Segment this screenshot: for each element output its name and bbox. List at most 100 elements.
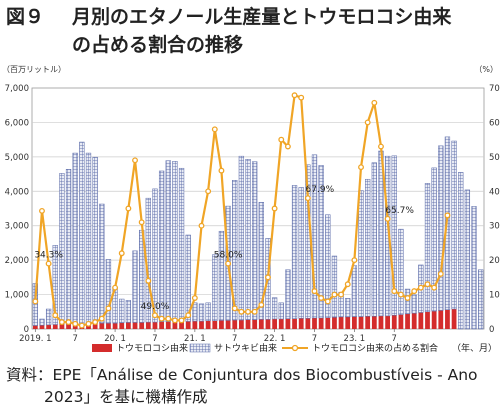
cane-bar xyxy=(185,234,191,322)
corn-bar xyxy=(292,318,297,329)
cane-bar xyxy=(478,269,484,330)
cane-bar xyxy=(218,230,225,321)
combo-chart: 34.3% 49.0% 58.0% 67.9% 65.7% 0 1,000 2,000 3,0… xyxy=(2,65,500,354)
share-point xyxy=(338,291,345,298)
corn-bar xyxy=(451,309,457,329)
share-point xyxy=(258,301,265,308)
share-point xyxy=(291,92,298,99)
left-tick-label: 5,000 xyxy=(5,153,29,163)
cane-bar xyxy=(404,288,411,315)
share-point xyxy=(331,291,338,298)
corn-bar xyxy=(212,320,218,329)
cane-bar xyxy=(311,154,318,319)
corn-bar xyxy=(312,317,317,329)
corn-bar xyxy=(318,317,324,329)
left-tick-label: 6,000 xyxy=(5,118,29,128)
corn-bar xyxy=(371,316,377,329)
share-point xyxy=(251,308,258,315)
corn-bar xyxy=(385,315,391,329)
share-point xyxy=(125,205,132,212)
cane-bar xyxy=(72,152,78,325)
cane-bar xyxy=(105,259,112,324)
share-point xyxy=(384,215,391,222)
share-point xyxy=(205,188,212,195)
legend-swatch-corn xyxy=(92,344,112,352)
legend-label-share: トウモロコシ由来の占める割合 xyxy=(312,342,438,354)
x-tick-label: 7 xyxy=(312,334,317,344)
share-point xyxy=(145,277,152,284)
left-tick-label: 4,000 xyxy=(5,187,29,197)
share-point xyxy=(39,207,45,214)
corn-bar xyxy=(192,321,198,329)
share-point xyxy=(298,94,305,101)
corn-bar xyxy=(298,318,304,329)
share-point xyxy=(444,212,451,219)
cane-bar xyxy=(232,180,238,321)
legend-label-corn: トウモロコシ由来 xyxy=(116,342,188,354)
share-point xyxy=(191,295,198,301)
cane-bar xyxy=(59,173,65,325)
legend: トウモロコシ由来 サトウキビ由来 トウモロコシ由来の占める割合 （年、月） xyxy=(92,342,497,354)
share-point xyxy=(78,322,85,329)
corn-bar xyxy=(32,325,38,329)
right-tick-label: 40 xyxy=(489,187,500,197)
cane-bar xyxy=(458,172,464,330)
share-point xyxy=(278,136,285,143)
right-axis-unit: （%） xyxy=(474,65,498,74)
cane-bar xyxy=(52,245,58,325)
share-point xyxy=(351,257,358,264)
cane-bar xyxy=(252,161,258,320)
share-point xyxy=(158,315,165,322)
right-tick-label: 60 xyxy=(489,118,500,128)
cane-bar xyxy=(345,298,351,318)
cane-bar xyxy=(152,188,158,323)
corn-bar xyxy=(285,318,291,329)
cane-bar xyxy=(92,156,98,324)
cane-bar xyxy=(431,167,437,312)
share-point xyxy=(198,222,205,229)
cane-bar xyxy=(192,302,198,322)
x-tick-label: 23. 1 xyxy=(344,334,366,344)
cane-bar xyxy=(238,155,245,321)
corn-bar xyxy=(219,320,224,329)
share-point xyxy=(431,284,438,291)
share-point xyxy=(271,205,278,212)
cane-bar xyxy=(99,203,105,324)
cane-bar xyxy=(371,162,377,317)
share-point xyxy=(245,308,251,315)
share-point xyxy=(92,319,99,326)
corn-bar xyxy=(145,322,151,329)
share-point xyxy=(211,126,218,133)
corn-bar xyxy=(332,317,337,329)
share-point xyxy=(371,99,378,106)
corn-bar xyxy=(351,316,357,329)
corn-bar xyxy=(165,321,171,329)
source-line-2: 2023」を基に機構作成 xyxy=(44,388,208,406)
axes: 0 1,000 2,000 3,000 4,000 5,000 6,000 7,000 0 10 2… xyxy=(2,65,500,344)
share-point xyxy=(324,298,331,305)
legend-label-cane: サトウキビ由来 xyxy=(214,342,277,354)
corn-bar xyxy=(106,323,111,329)
x-tick-label: 2019. 1 xyxy=(19,334,51,344)
share-point xyxy=(378,143,384,150)
cane-bar xyxy=(198,303,205,322)
corn-bar xyxy=(238,320,244,329)
share-point xyxy=(284,143,291,150)
share-point xyxy=(364,119,371,126)
cane-bar xyxy=(291,185,298,319)
share-point xyxy=(72,320,79,327)
x-tick-label: 21. 1 xyxy=(184,334,206,344)
corn-bar xyxy=(92,323,98,329)
share-point xyxy=(358,164,364,171)
corn-bar xyxy=(179,321,184,329)
cane-bar xyxy=(65,169,72,325)
source-note: 資料：EPE「Análise de Conjuntura dos Biocomb… xyxy=(6,364,496,408)
right-tick-label: 20 xyxy=(489,256,500,266)
corn-bar xyxy=(225,320,231,329)
peak-annotation: 65.7% xyxy=(385,206,414,216)
share-point xyxy=(391,288,398,295)
cane-bar xyxy=(158,170,165,323)
share-point xyxy=(171,317,178,324)
share-point xyxy=(404,295,411,301)
share-point xyxy=(318,295,325,301)
